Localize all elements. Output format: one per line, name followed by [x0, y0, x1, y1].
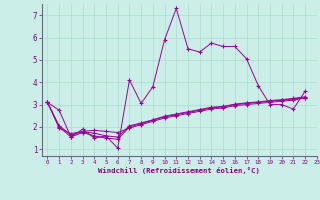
X-axis label: Windchill (Refroidissement éolien,°C): Windchill (Refroidissement éolien,°C): [98, 167, 260, 174]
